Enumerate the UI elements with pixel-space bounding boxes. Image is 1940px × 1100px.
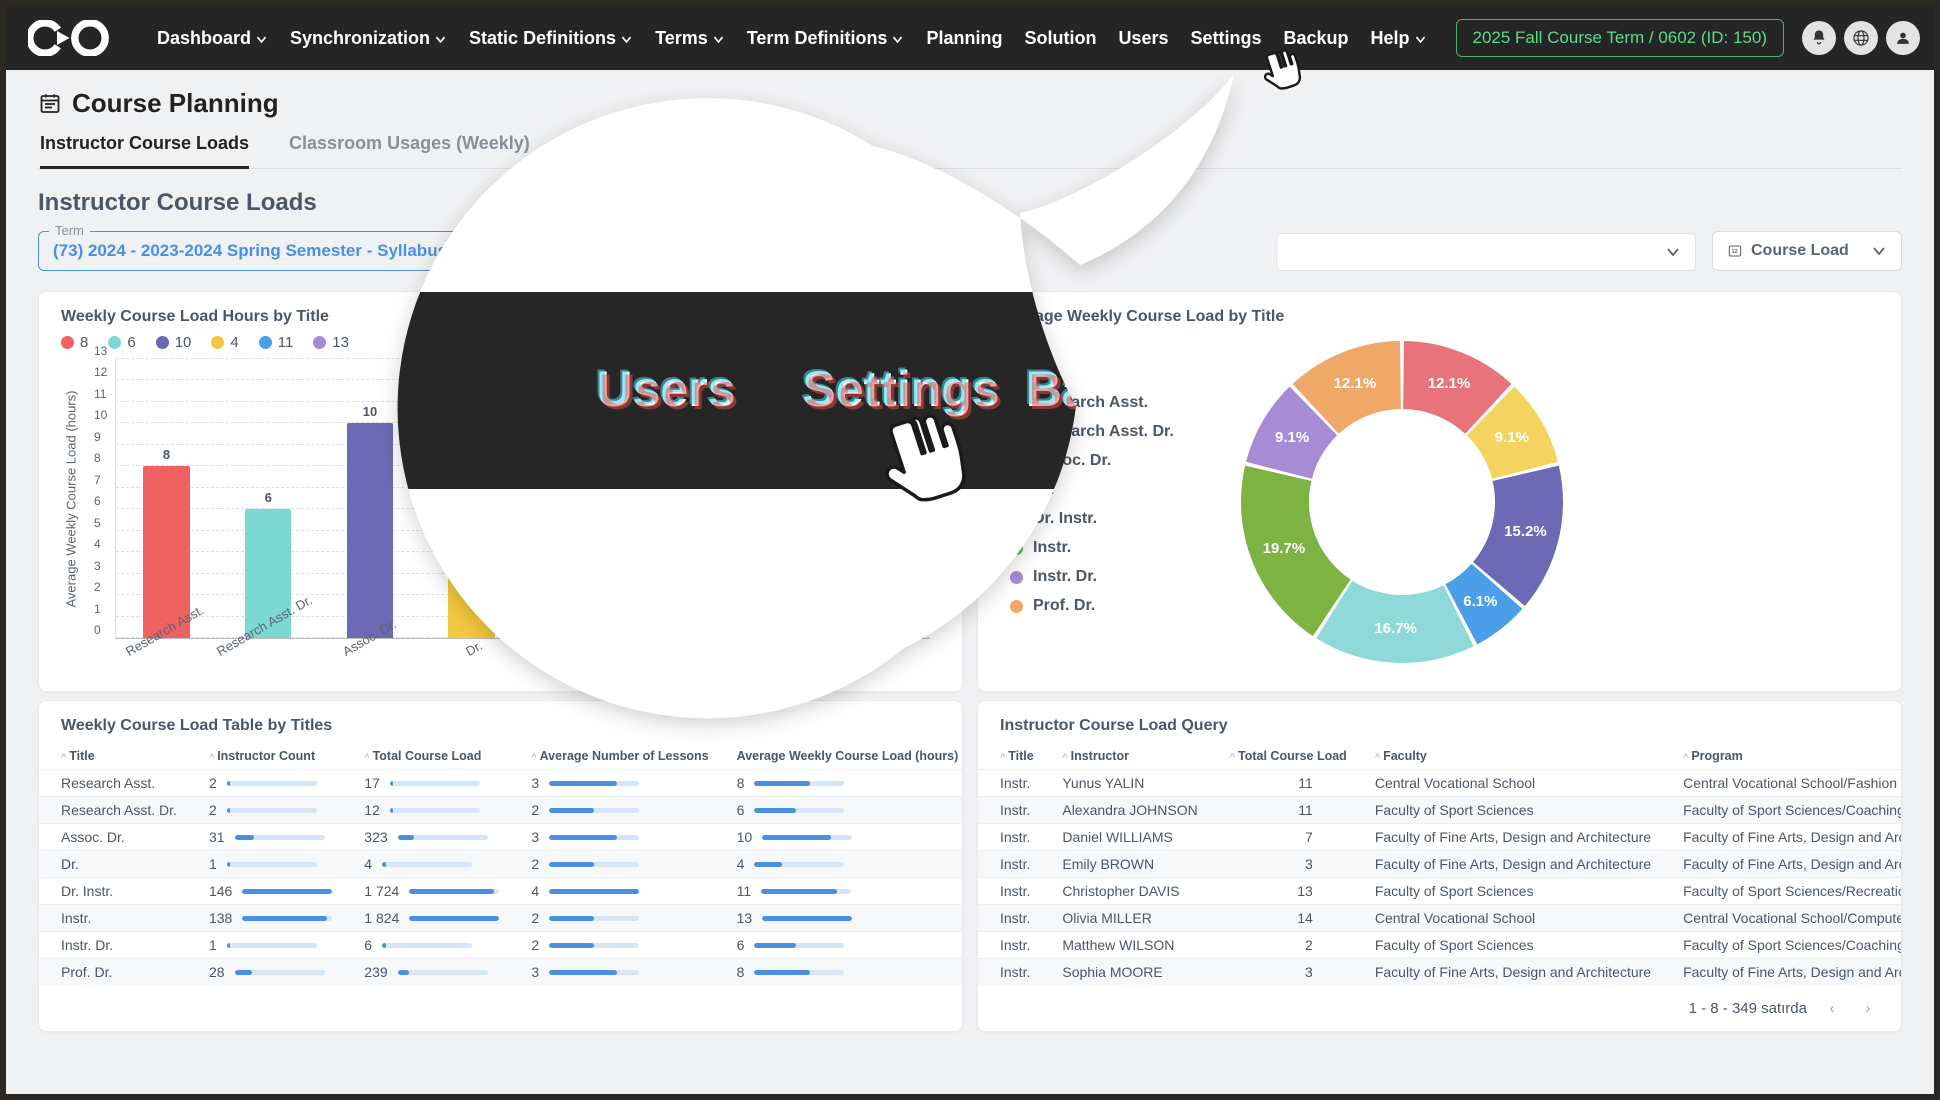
svg-text:12: 12 (1732, 249, 1738, 255)
svg-text:9.1%: 9.1% (1495, 429, 1529, 446)
svg-text:12.1%: 12.1% (1428, 375, 1471, 392)
svg-text:19.7%: 19.7% (1263, 540, 1306, 557)
svg-text:6.1%: 6.1% (1463, 593, 1497, 610)
svg-text:15.2%: 15.2% (1504, 523, 1547, 540)
svg-text:9.1%: 9.1% (1275, 429, 1309, 446)
svg-text:16.7%: 16.7% (1374, 620, 1417, 637)
svg-text:12.1%: 12.1% (1333, 375, 1376, 392)
